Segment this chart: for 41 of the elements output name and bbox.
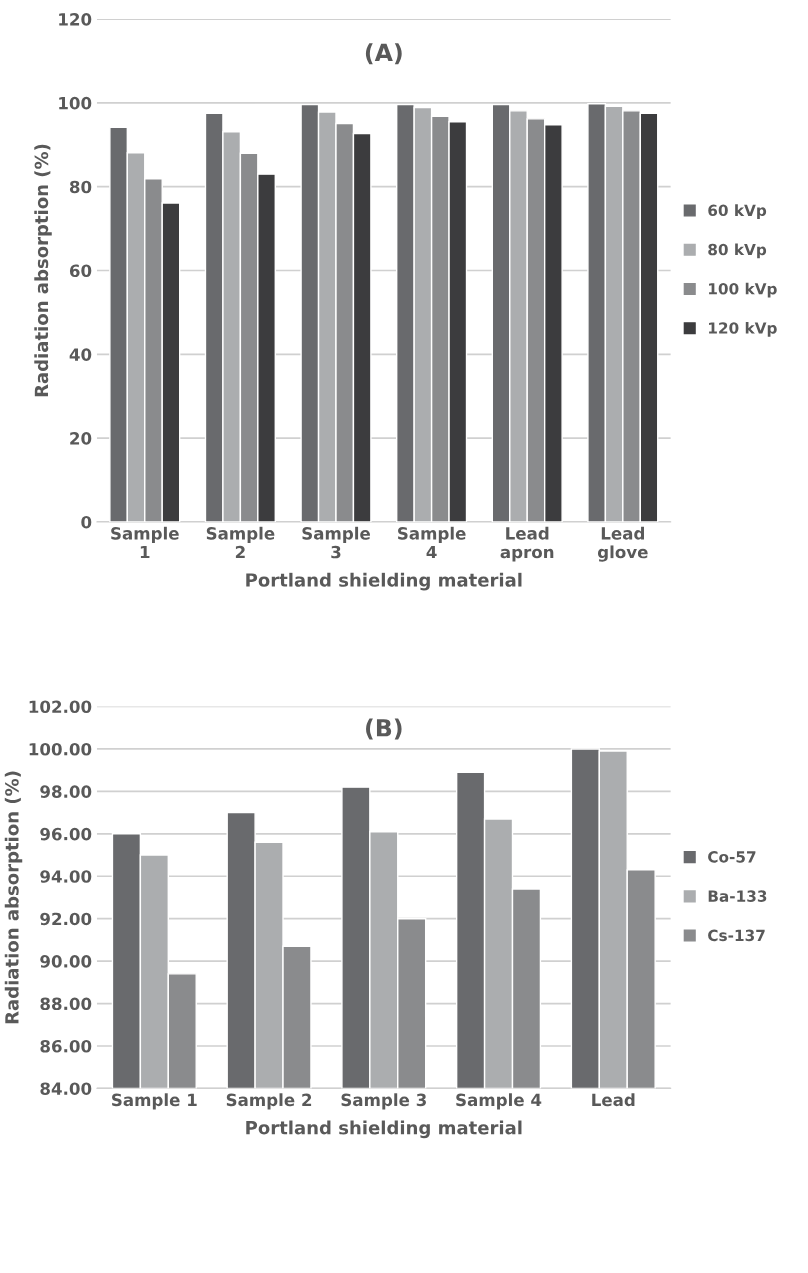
y-tick-label: 60 (69, 264, 92, 278)
x-tick-label: Sample 1 (111, 526, 179, 559)
y-tick-label: 102.00 (29, 700, 92, 714)
legend-label: Cs-137 (708, 929, 765, 942)
legend-label: 120 kVp (709, 321, 777, 337)
y-tick-label: 40 (69, 348, 92, 361)
y-tick-label: 100 (59, 96, 92, 110)
x-tick-label: Sample 3 (302, 526, 370, 559)
y-tick-label: 94.00 (40, 870, 92, 883)
x-tick-label: Sample 3 (341, 1093, 426, 1110)
y-tick-label: 98.00 (40, 785, 92, 798)
y-tick-label: 84.00 (40, 1082, 92, 1095)
y-tick-label: 20 (70, 432, 92, 445)
y-tick-label: 100.00 (29, 742, 92, 756)
legend-label: 80 kVp (708, 243, 767, 259)
y-axis-title: Radiation absorption (%) (4, 771, 23, 1024)
y-tick-label: 88.00 (40, 997, 92, 1011)
y-tick-label: 86.00 (40, 1039, 92, 1053)
y-tick-label: 80 (69, 180, 92, 194)
y-tick-label: 90.00 (40, 955, 92, 968)
x-tick-label: Lead (592, 1093, 635, 1107)
y-tick-label: 92.00 (40, 912, 92, 926)
x-tick-label: Lead glove (597, 526, 648, 562)
y-axis-title: Radiation absorption (%) (34, 144, 52, 397)
text: (A) (365, 43, 402, 65)
x-tick-label: Sample 2 (206, 526, 275, 559)
legend-label: 100 kVp (709, 282, 777, 298)
x-tick-label: Sample 4 (398, 526, 466, 559)
legend-label: 60 kVp (708, 204, 767, 220)
x-tick-label: Lead apron (500, 526, 554, 562)
y-tick-label: 96.00 (40, 827, 92, 841)
chart-title: (B) (366, 718, 402, 740)
y-tick-label: 120 (59, 13, 92, 26)
x-axis-title: Portland shielding material (246, 1120, 522, 1139)
x-tick-label: Sample 4 (456, 1093, 542, 1110)
x-axis-title: Portland shielding material (246, 572, 522, 591)
x-tick-label: Sample 1 (112, 1093, 197, 1110)
x-tick-label: Sample 2 (226, 1093, 312, 1110)
legend-label: Co-57 (708, 851, 756, 863)
legend-label: Ba-133 (708, 890, 767, 902)
y-tick-label: 0 (81, 515, 92, 529)
